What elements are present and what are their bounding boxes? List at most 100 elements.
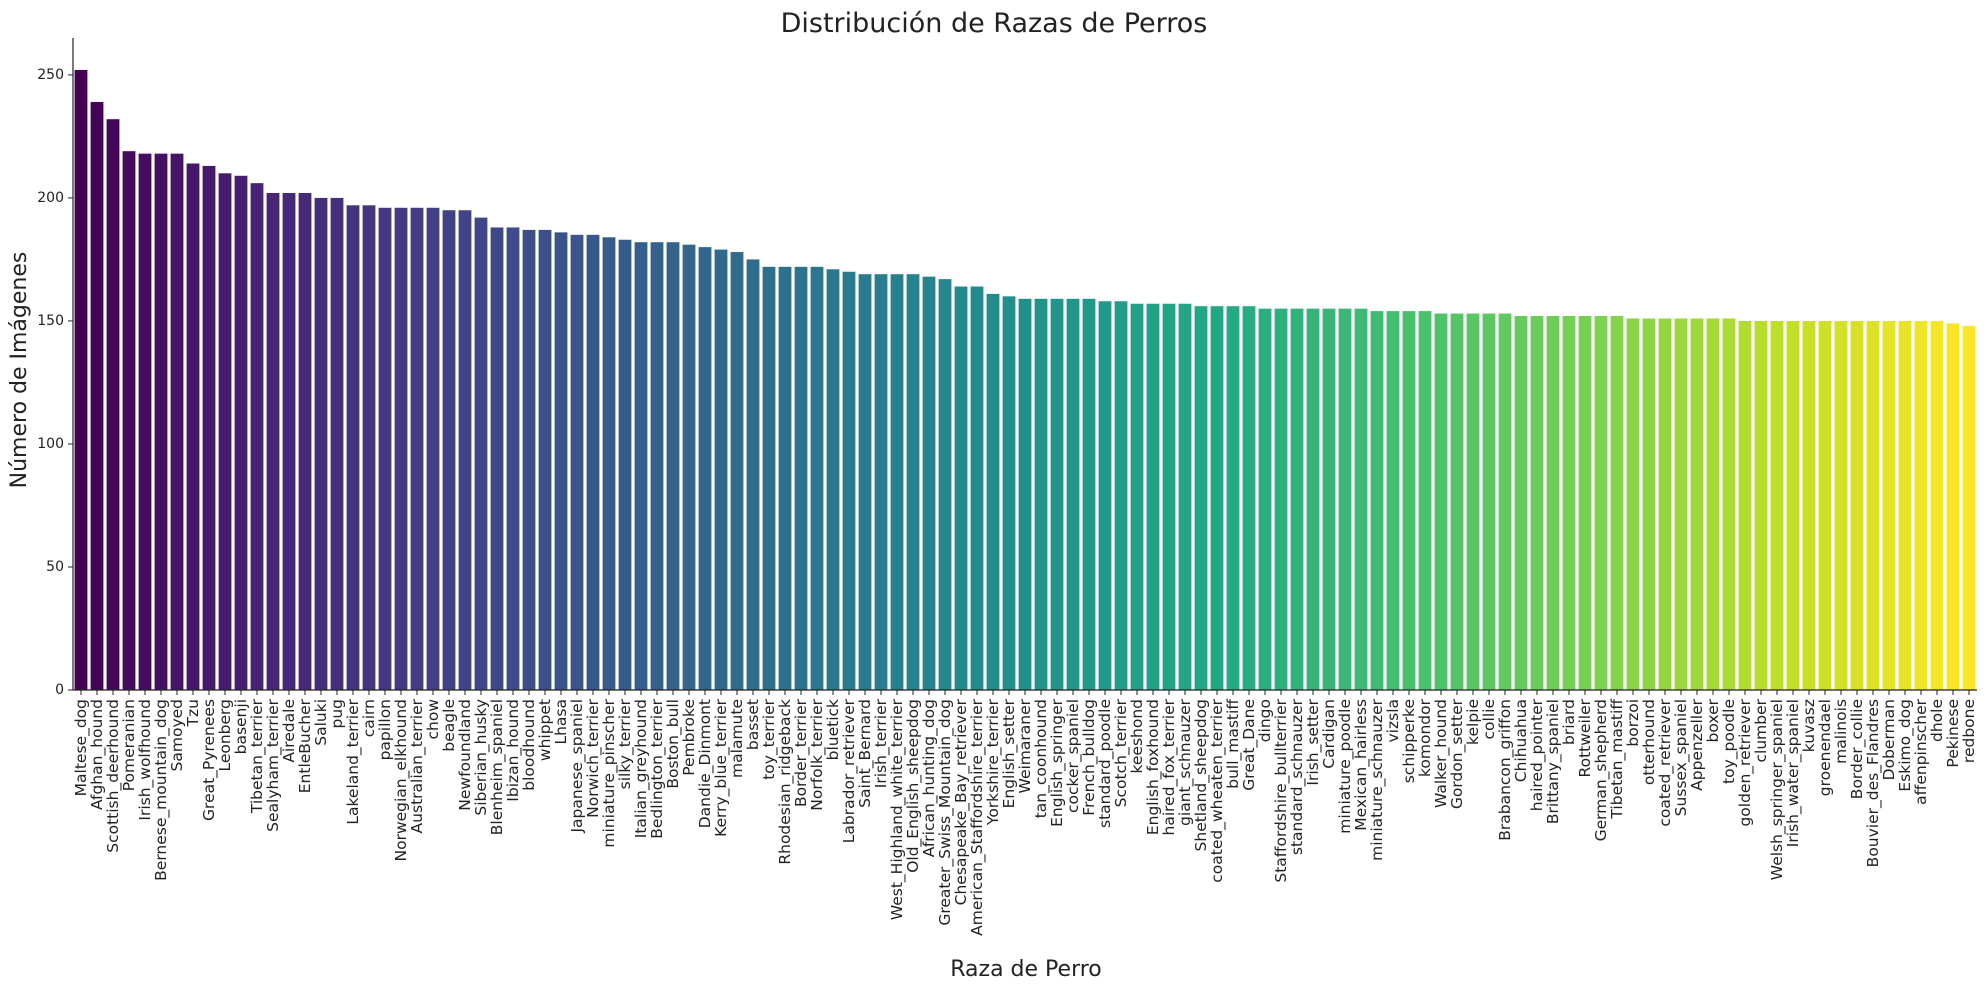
chart-title: Distribución de Razas de Perros: [781, 8, 1208, 39]
y-tick-label: 50: [46, 559, 64, 575]
bar-redbone: [1962, 325, 1976, 690]
x-tick-label: otterhound: [1640, 699, 1658, 785]
x-tick-label: Norwich_terrier: [584, 698, 603, 817]
x-tick-label: Cardigan: [1320, 699, 1338, 769]
x-tick-label: Walker_hound: [1432, 699, 1451, 808]
bar-borzoi: [1626, 318, 1640, 690]
bar-siberian-husky: [474, 217, 488, 691]
bar-cairn: [362, 205, 376, 690]
x-tick-label: silky_terrier: [616, 698, 635, 789]
x-tick-label: Bouvier_des_Flandres: [1864, 699, 1883, 867]
x-tick-label: Pekinese: [1944, 699, 1962, 768]
bar-english-setter: [1002, 296, 1016, 690]
bar-english-springer: [1050, 298, 1064, 690]
x-tick-label: Boston_bull: [664, 699, 683, 789]
bar-irish-terrier: [874, 274, 888, 690]
bar-cocker-spaniel: [1066, 298, 1080, 690]
x-tick-label: Bernese_mountain_dog: [152, 699, 171, 881]
bar-bernese-mountain-dog: [154, 153, 168, 690]
x-tick-label: Rottweiler: [1576, 698, 1594, 777]
bar-pug: [330, 197, 344, 691]
x-tick-label: haired_pointer: [1528, 698, 1547, 811]
x-tick-label: chow: [424, 699, 442, 740]
bar-bedlington-terrier: [650, 242, 664, 690]
bar-miniature-schnauzer: [1370, 311, 1384, 690]
x-tick-label: Pembroke: [680, 699, 698, 776]
x-tick-label: Eskimo_dog: [1896, 699, 1915, 792]
x-tick-label: malamute: [728, 699, 746, 778]
x-tick-label: toy_poodle: [1720, 699, 1739, 784]
bar-dingo: [1258, 308, 1272, 690]
bar-chow: [426, 207, 440, 690]
bar-lhasa: [554, 232, 568, 690]
bar-african-hunting-dog: [922, 276, 936, 690]
x-tick-label: Newfoundland: [456, 699, 474, 811]
x-tick-label: Bedlington_terrier: [648, 698, 667, 838]
bar-german-shepherd: [1594, 316, 1608, 690]
x-tick-label: affenpinscher: [1912, 698, 1930, 804]
bar-boston-bull: [666, 242, 680, 690]
x-tick-label: Kerry_blue_terrier: [712, 698, 731, 837]
bar-whippet: [538, 229, 552, 690]
x-tick-label: boxer: [1704, 698, 1722, 742]
bar-mexican-hairless: [1354, 308, 1368, 690]
x-tick-label: West_Highland_white_terrier: [888, 698, 907, 920]
x-tick-label: papillon: [376, 699, 394, 760]
x-tick-label: Rhodesian_ridgeback: [776, 699, 795, 865]
bar-silky-terrier: [618, 239, 632, 690]
bar-kerry-blue-terrier: [714, 249, 728, 690]
x-tick-label: komondor: [1416, 698, 1434, 777]
x-tick-label: Welsh_springer_spaniel: [1768, 699, 1787, 880]
x-tick-label: Great_Pyrenees: [200, 699, 219, 821]
bar-bull-mastiff: [1226, 306, 1240, 690]
x-tick-label: English_setter: [1000, 698, 1019, 808]
x-tick-label: Doberman: [1880, 699, 1898, 780]
x-tick-label: Irish_terrier: [872, 698, 891, 788]
bar-vizsla: [1386, 311, 1400, 690]
x-tick-label: Chihuahua: [1512, 699, 1530, 782]
x-tick-label: Border_collie: [1848, 699, 1867, 799]
bar-komondor: [1418, 311, 1432, 690]
x-tick-label: Labrador_retriever: [840, 698, 859, 843]
bar-tibetan-mastiff: [1610, 316, 1624, 690]
bar-beagle: [442, 210, 456, 691]
bar-haired-pointer: [1530, 316, 1544, 690]
x-tick-label: Staffordshire_bullterrier: [1272, 698, 1291, 882]
x-tick-label: miniature_pinscher: [600, 698, 619, 847]
bar-kuvasz: [1802, 320, 1816, 690]
x-tick-label: Pomeranian: [120, 699, 138, 791]
x-tick-label: Siberian_husky: [472, 699, 491, 816]
bar-australian-terrier: [410, 207, 424, 690]
bar-toy-terrier: [762, 266, 776, 690]
bar-scottish-deerhound: [106, 119, 120, 690]
x-axis-title: Raza de Perro: [950, 957, 1102, 982]
x-tick-label: borzoi: [1624, 699, 1642, 747]
x-tick-label: Tzu: [184, 699, 202, 727]
x-tick-label: miniature_poodle: [1336, 699, 1355, 834]
x-tick-label: beagle: [440, 699, 458, 752]
bar-border-terrier: [794, 266, 808, 690]
bar-norwegian-elkhound: [394, 207, 408, 690]
bar-yorkshire-terrier: [986, 293, 1000, 690]
y-tick-label: 150: [37, 313, 64, 329]
y-axis-title: Número de Imágenes: [7, 252, 32, 489]
x-tick-label: Sussex_spaniel: [1672, 699, 1691, 816]
bar-cardigan: [1322, 308, 1336, 690]
x-tick-label: Norfolk_terrier: [808, 698, 827, 810]
bar-dhole: [1930, 320, 1944, 690]
bar-malamute: [730, 252, 744, 691]
bar-lakeland-terrier: [346, 205, 360, 690]
y-tick-label: 100: [37, 436, 64, 452]
bar-groenendael: [1818, 320, 1832, 690]
bar-haired-fox-terrier: [1162, 303, 1176, 690]
bar-pomeranian: [122, 151, 136, 690]
x-tick-label: coated_retriever: [1656, 698, 1675, 826]
bar-norfolk-terrier: [810, 266, 824, 690]
x-tick-label: haired_fox_terrier: [1160, 698, 1179, 835]
x-tick-label: redbone: [1960, 699, 1978, 763]
x-tick-label: malinois: [1832, 699, 1850, 764]
bar-afghan-hound: [90, 101, 104, 691]
bar-miniature-poodle: [1338, 308, 1352, 690]
bar-doberman: [1882, 320, 1896, 690]
y-tick-label: 0: [55, 682, 64, 698]
